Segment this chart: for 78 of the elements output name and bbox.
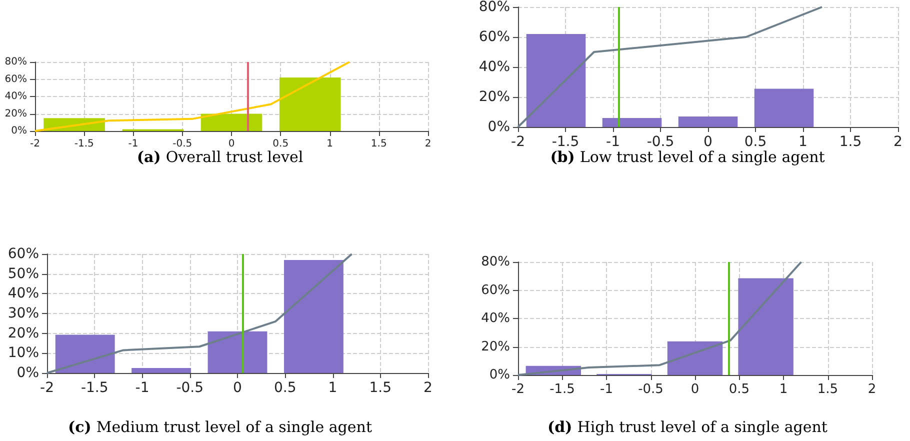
bar xyxy=(678,116,738,127)
text: (a) Overall trust level xyxy=(136,148,304,166)
x-tick-label: 1 xyxy=(328,380,338,396)
y-tick-label: 20% xyxy=(478,89,510,105)
x-tick-label: 1.5 xyxy=(839,134,862,150)
x-tick-label: -0.5 xyxy=(646,134,674,150)
text: (d) High trust level of a single agent xyxy=(548,418,828,436)
line-series xyxy=(517,261,802,376)
y-tick-label: 20% xyxy=(4,108,27,120)
y-tick-label: 60% xyxy=(478,29,510,45)
x-tick-label: 2 xyxy=(868,382,876,397)
x-tick-label: 1 xyxy=(326,138,333,150)
y-tick-label: 50% xyxy=(8,266,39,282)
y-tick-label: 80% xyxy=(481,254,510,270)
x-tick-label: -1.5 xyxy=(80,380,108,396)
x-tick-label: -1 xyxy=(606,134,620,150)
y-tick-label: 10% xyxy=(8,345,39,362)
text: (c) Medium trust level of a single agent xyxy=(68,418,372,436)
bar xyxy=(667,341,723,375)
y-tick-label: 0% xyxy=(489,368,510,382)
x-tick-label: 0 xyxy=(228,138,235,150)
x-tick-label: -2 xyxy=(30,138,40,150)
x-tick-label: -1 xyxy=(128,138,138,150)
x-tick-label: 1.5 xyxy=(370,138,387,150)
line-series xyxy=(34,61,350,132)
bar xyxy=(602,118,662,127)
x-tick-label: 1.5 xyxy=(369,380,392,396)
x-tick-label: -1 xyxy=(135,380,150,396)
x-tick-label: 0.5 xyxy=(744,134,767,150)
y-tick-label: 20% xyxy=(481,339,510,354)
y-tick-label: 40% xyxy=(478,59,510,75)
x-tick-label: 1.5 xyxy=(817,382,838,397)
y-tick-label: 30% xyxy=(8,306,39,322)
x-tick-label: 0.5 xyxy=(272,138,289,150)
x-tick-label: 2 xyxy=(894,134,902,150)
line-series xyxy=(46,253,353,374)
x-tick-label: 0 xyxy=(233,380,242,396)
bar xyxy=(55,334,115,373)
bar xyxy=(738,278,794,375)
x-tick-label: 0.5 xyxy=(728,382,750,397)
bar xyxy=(754,88,814,127)
x-tick-label: -1.5 xyxy=(550,382,575,397)
y-tick-label: 40% xyxy=(4,91,27,102)
bar xyxy=(526,34,586,127)
y-tick-label: 60% xyxy=(4,74,27,85)
y-tick-label: 40% xyxy=(8,286,39,302)
x-tick-label: 0.5 xyxy=(274,380,296,396)
x-tick-label: -1.5 xyxy=(74,138,94,150)
x-tick-label: -2 xyxy=(511,134,525,150)
x-tick-label: -0.5 xyxy=(176,380,204,396)
x-tick-label: 2 xyxy=(424,380,432,396)
y-tick-label: 60% xyxy=(481,282,510,298)
x-tick-label: 2 xyxy=(424,138,432,150)
line-series xyxy=(517,6,823,128)
x-tick-label: -0.5 xyxy=(638,382,664,397)
x-tick-label: 0 xyxy=(704,134,712,150)
bar xyxy=(279,78,341,131)
bar xyxy=(200,114,262,131)
text: (b) Low trust level of a single agent xyxy=(550,148,825,166)
bar xyxy=(132,368,192,373)
bar xyxy=(284,260,344,373)
x-tick-label: -2 xyxy=(40,380,54,396)
y-tick-label: 80% xyxy=(4,56,27,68)
x-tick-label: 1 xyxy=(779,382,788,397)
y-tick-label: 80% xyxy=(478,0,510,15)
x-tick-label: 0 xyxy=(690,382,700,397)
x-tick-label: 1 xyxy=(798,134,808,150)
x-tick-label: -2 xyxy=(512,382,524,397)
x-tick-label: -1.5 xyxy=(552,134,580,150)
y-tick-label: 0% xyxy=(16,365,39,381)
x-tick-label: -1 xyxy=(600,382,613,397)
x-tick-label: -0.5 xyxy=(172,138,192,150)
y-tick-label: 0% xyxy=(11,126,27,136)
y-tick-label: 60% xyxy=(8,246,39,262)
y-tick-label: 20% xyxy=(8,325,39,342)
y-tick-label: 0% xyxy=(488,119,510,135)
bar xyxy=(208,331,268,373)
y-tick-label: 40% xyxy=(481,311,510,326)
